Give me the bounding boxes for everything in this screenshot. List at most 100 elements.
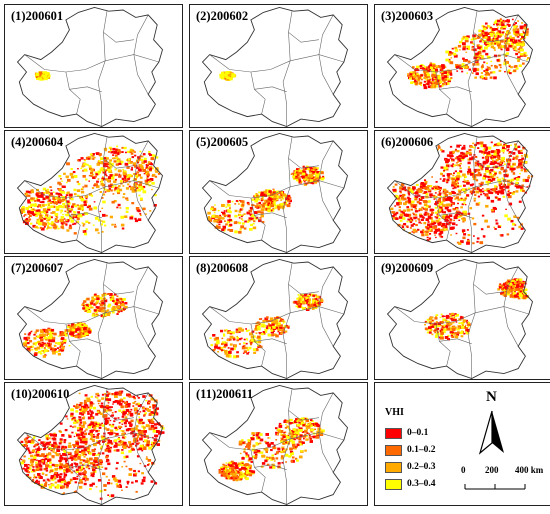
drought-pixel	[522, 282, 525, 285]
drought-pixel	[55, 350, 58, 353]
drought-pixel	[469, 157, 473, 161]
drought-pixel	[282, 193, 286, 197]
drought-pixel	[506, 233, 510, 236]
drought-pixel	[454, 170, 457, 173]
drought-pixel	[123, 146, 127, 150]
drought-pixel	[431, 81, 435, 84]
drought-pixel	[109, 419, 112, 422]
drought-pixel	[447, 334, 450, 337]
drought-pixel	[515, 181, 519, 184]
drought-pixel	[402, 212, 405, 215]
drought-pixel	[476, 160, 480, 163]
drought-pixel	[462, 218, 466, 222]
drought-pixel	[462, 173, 466, 177]
drought-pixel	[431, 73, 435, 76]
drought-pixel	[465, 329, 469, 332]
drought-pixel	[420, 67, 422, 70]
drought-pixel	[478, 189, 482, 192]
drought-pixel	[95, 423, 98, 426]
drought-pixel	[60, 216, 65, 219]
drought-pixel	[273, 192, 278, 196]
drought-pixel	[506, 70, 510, 74]
drought-pixel	[303, 179, 305, 182]
drought-pixel	[152, 154, 156, 158]
drought-pixel	[142, 185, 146, 189]
drought-pixel	[474, 174, 478, 177]
drought-pixel	[498, 182, 502, 185]
drought-pixel	[142, 153, 146, 156]
drought-pixel	[207, 217, 211, 221]
drought-pixel	[222, 349, 225, 351]
drought-pixel	[420, 222, 423, 224]
drought-pixel	[139, 176, 143, 179]
drought-pixel	[77, 213, 82, 216]
drought-pixel	[119, 174, 122, 177]
drought-pixel	[523, 53, 526, 55]
drought-pixel	[519, 278, 523, 282]
drought-pixel	[463, 178, 466, 180]
drought-pixel	[282, 326, 286, 329]
drought-pixel	[104, 421, 109, 425]
drought-pixel	[473, 197, 477, 200]
drought-pixel	[268, 320, 271, 322]
drought-pixel	[433, 86, 437, 89]
drought-pixel	[295, 305, 298, 308]
drought-pixel	[255, 348, 259, 352]
drought-pixel	[72, 416, 76, 420]
drought-pixel	[53, 199, 56, 202]
drought-pixel	[30, 211, 34, 215]
drought-pixel	[27, 194, 31, 197]
drought-pixel	[514, 224, 517, 226]
drought-pixel	[459, 66, 463, 70]
drought-pixel	[459, 165, 461, 167]
drought-pixel	[279, 206, 282, 208]
drought-pixel	[75, 465, 78, 468]
drought-pixel	[287, 194, 291, 198]
drought-pixel	[76, 217, 80, 220]
drought-pixel	[84, 394, 88, 397]
drought-pixel	[140, 168, 143, 170]
drought-pixel	[461, 146, 466, 150]
drought-pixel	[41, 200, 45, 204]
drought-pixel	[89, 301, 92, 303]
drought-pixel	[73, 211, 77, 214]
drought-pixel	[414, 191, 419, 195]
drought-pixel	[490, 150, 495, 154]
drought-pixel	[490, 162, 494, 165]
drought-pixel	[464, 324, 467, 326]
drought-pixel	[45, 467, 48, 470]
drought-pixel	[240, 337, 243, 340]
drought-pixel	[479, 52, 482, 54]
drought-pixel	[506, 52, 509, 55]
drought-pixel	[505, 281, 510, 285]
drought-pixel	[410, 75, 413, 78]
drought-pixel	[110, 189, 113, 192]
drought-pixel	[136, 436, 140, 438]
drought-pixel	[439, 194, 441, 196]
drought-pixel	[490, 64, 493, 67]
drought-pixel	[40, 349, 44, 352]
drought-pixel	[43, 336, 47, 340]
drought-pixel	[427, 216, 432, 219]
drought-map	[201, 133, 349, 253]
drought-pixel	[111, 223, 114, 226]
map-panel: (3)200603	[374, 4, 550, 128]
drought-pixel	[36, 194, 39, 197]
drought-pixel	[228, 351, 232, 354]
drought-pixel	[297, 175, 300, 178]
drought-pixel	[487, 25, 491, 28]
drought-pixel	[252, 226, 257, 230]
drought-pixel	[83, 162, 87, 166]
drought-pixel	[453, 219, 455, 222]
drought-pixel	[70, 327, 74, 330]
drought-pixel	[62, 216, 65, 218]
drought-pixel	[439, 195, 443, 198]
drought-pixel	[38, 480, 40, 483]
drought-pixel	[273, 195, 277, 198]
drought-pixel	[508, 31, 511, 34]
drought-pixel	[461, 39, 463, 42]
drought-pixel	[257, 210, 261, 214]
drought-pixel	[519, 41, 523, 44]
drought-pixel	[121, 227, 125, 230]
drought-pixel	[62, 448, 64, 450]
